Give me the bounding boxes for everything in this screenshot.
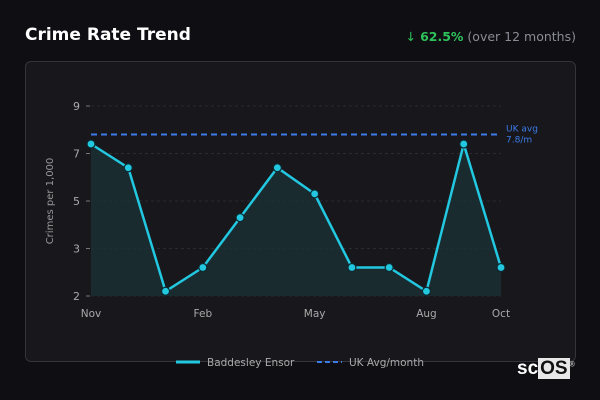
data-point [272,163,282,173]
x-tick-label: Aug [416,308,437,320]
y-tick-label: 2 [73,290,80,303]
data-point [459,139,469,149]
data-point [310,189,320,199]
trend-down-arrow-icon: ↓ [405,29,417,44]
trend-note: (over 12 months) [467,29,576,44]
data-point [123,163,133,173]
data-point [198,262,208,273]
legend-label-uk-avg: UK Avg/month [349,357,424,369]
y-tick-label: 9 [73,100,80,113]
series-area [91,144,501,296]
x-tick-label: Feb [194,308,213,320]
data-point [160,286,171,296]
data-point [421,286,432,296]
data-point [86,139,96,149]
trend-percent: 62.5% [420,29,464,44]
series-line [90,139,503,294]
y-axis-label: Crimes per 1,000 [45,158,56,245]
y-tick-label: 7 [73,148,80,161]
data-point [235,213,245,223]
x-tick-label: May [304,308,326,320]
x-tick-label: Oct [492,308,510,320]
uk-avg-value: 7.8/m [506,136,532,146]
data-point [384,262,394,273]
chart-title: Crime Rate Trend [25,25,191,45]
data-point [347,262,357,273]
y-tick-label: 5 [73,195,80,208]
legend-label-series: Baddesley Ensor [207,357,295,369]
uk-avg-label: UK avg [506,125,538,135]
x-tick-label: Nov [81,308,102,320]
data-point [496,262,506,273]
y-tick-label: 3 [73,243,80,256]
scos-logo: sc OS ® [517,358,575,379]
trend-summary: ↓ 62.5% (over 12 months) [406,29,576,44]
